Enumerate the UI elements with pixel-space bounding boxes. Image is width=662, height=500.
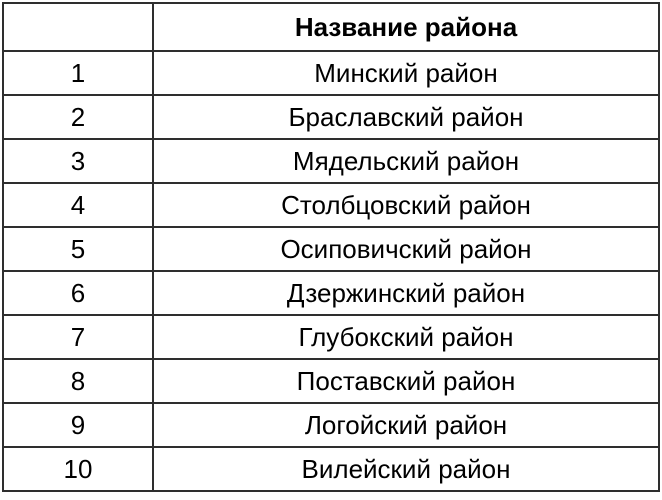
district-name-cell: Дзержинский район bbox=[152, 270, 660, 316]
row-index-cell: 7 bbox=[2, 314, 154, 360]
table-row: 1 Минский район bbox=[2, 50, 660, 96]
district-name-cell: Минский район bbox=[152, 50, 660, 96]
index-header-cell bbox=[2, 2, 154, 52]
table-row: 6 Дзержинский район bbox=[2, 270, 660, 316]
row-index-cell: 2 bbox=[2, 94, 154, 140]
row-index-cell: 1 bbox=[2, 50, 154, 96]
table-header-row: Название района bbox=[2, 2, 660, 52]
district-name-cell: Мядельский район bbox=[152, 138, 660, 184]
row-index-cell: 4 bbox=[2, 182, 154, 228]
district-table: Название района 1 Минский район 2 Брасла… bbox=[2, 2, 660, 492]
district-name-cell: Глубокский район bbox=[152, 314, 660, 360]
district-name-cell: Осиповичский район bbox=[152, 226, 660, 272]
district-name-cell: Поставский район bbox=[152, 358, 660, 404]
district-name-cell: Логойский район bbox=[152, 402, 660, 448]
name-header-cell: Название района bbox=[152, 2, 660, 52]
table-row: 3 Мядельский район bbox=[2, 138, 660, 184]
table-row: 4 Столбцовский район bbox=[2, 182, 660, 228]
district-name-cell: Браславский район bbox=[152, 94, 660, 140]
table-row: 8 Поставский район bbox=[2, 358, 660, 404]
table-row: 10 Вилейский район bbox=[2, 446, 660, 492]
row-index-cell: 10 bbox=[2, 446, 154, 492]
row-index-cell: 5 bbox=[2, 226, 154, 272]
row-index-cell: 3 bbox=[2, 138, 154, 184]
table-row: 5 Осиповичский район bbox=[2, 226, 660, 272]
district-name-cell: Столбцовский район bbox=[152, 182, 660, 228]
district-name-cell: Вилейский район bbox=[152, 446, 660, 492]
table-row: 2 Браславский район bbox=[2, 94, 660, 140]
table-row: 7 Глубокский район bbox=[2, 314, 660, 360]
row-index-cell: 8 bbox=[2, 358, 154, 404]
table-row: 9 Логойский район bbox=[2, 402, 660, 448]
row-index-cell: 6 bbox=[2, 270, 154, 316]
row-index-cell: 9 bbox=[2, 402, 154, 448]
